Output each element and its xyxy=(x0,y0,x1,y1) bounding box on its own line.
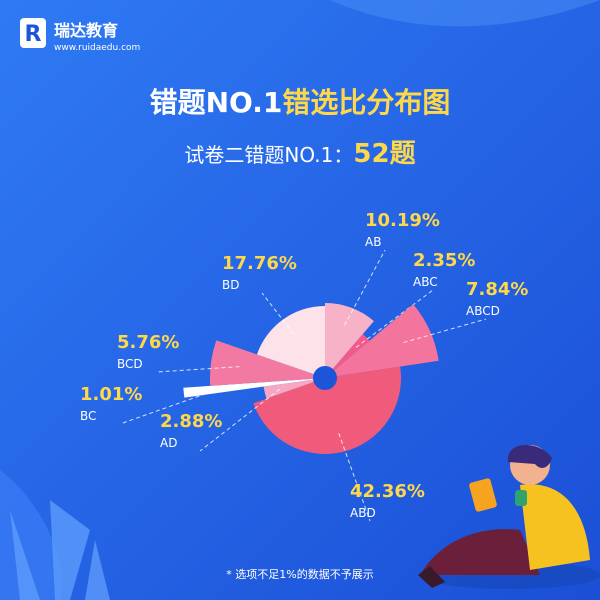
logo-letter: R xyxy=(25,22,42,47)
value-label: 17.76% xyxy=(222,253,297,274)
category-label: AD xyxy=(160,436,177,450)
leader-line xyxy=(355,289,434,348)
subtitle-part: 52题 xyxy=(353,139,415,169)
rose-slice xyxy=(183,378,325,398)
leader-line xyxy=(344,249,386,326)
rose-slice xyxy=(263,378,325,399)
footnote: * 选项不足1%的数据不予展示 xyxy=(226,567,373,581)
rose-slice xyxy=(256,306,325,378)
title: 错题NO.1错选比分布图 xyxy=(150,86,451,119)
value-label: 10.19% xyxy=(365,210,440,231)
value-label: 5.76% xyxy=(117,332,179,353)
url: www.ruidaedu.com xyxy=(54,43,140,53)
category-label: BC xyxy=(80,409,96,423)
category-label: AB xyxy=(365,235,381,249)
rose-chart: 10.19% AB 2.35% ABC 7.84% ABCD 42.36% ABD 2.88% A… xyxy=(80,210,528,522)
rose-slice xyxy=(325,334,370,378)
value-label: 2.88% xyxy=(160,411,222,432)
subtitle: 试卷二错题NO.1：52题 xyxy=(184,139,415,169)
title-part: 错选比分布图 xyxy=(282,86,450,119)
logo-mark xyxy=(20,18,46,48)
swoosh xyxy=(0,470,62,600)
decor xyxy=(10,500,110,600)
swoosh xyxy=(330,0,600,27)
category-label: ABC xyxy=(413,275,438,289)
person-illustration xyxy=(418,444,600,589)
value-label: 1.01% xyxy=(80,384,142,405)
category-label: ABD xyxy=(350,506,376,520)
value-label: 2.35% xyxy=(413,250,475,271)
value-label: 42.36% xyxy=(350,481,425,502)
category-label: ABCD xyxy=(466,304,500,318)
leader-line xyxy=(403,318,487,344)
leader-line xyxy=(119,388,220,425)
rose-slice xyxy=(325,303,374,378)
leader-line xyxy=(338,433,371,522)
rose-slice xyxy=(253,366,402,454)
subtitle-part: 试卷二错题NO.1： xyxy=(184,143,353,167)
rose-slice xyxy=(325,304,439,378)
rose-slice xyxy=(210,340,325,386)
value-label: 7.84% xyxy=(466,279,528,300)
category-label: BD xyxy=(222,278,239,292)
leader-line xyxy=(199,388,281,452)
category-label: BCD xyxy=(117,357,143,371)
title-part: 错题NO.1 xyxy=(150,86,283,119)
brand: 瑞达教育 xyxy=(54,21,118,40)
leader-line xyxy=(261,292,295,335)
center-dot xyxy=(313,366,337,390)
